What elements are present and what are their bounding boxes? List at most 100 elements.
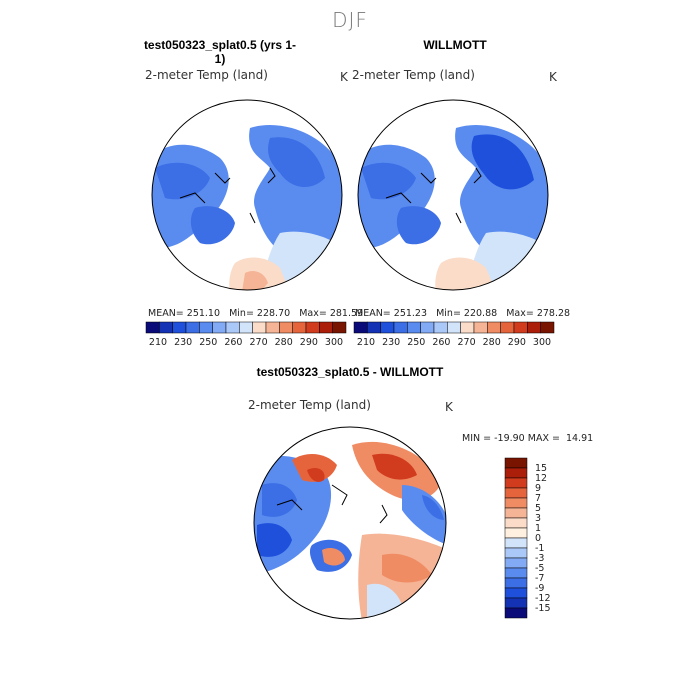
- colorbar-tick-label: 300: [533, 337, 551, 348]
- colorbar-swatch: [473, 321, 488, 334]
- colorbar-tick-label: 260: [224, 337, 242, 348]
- colorbar-tick-label: 15: [535, 463, 547, 474]
- panel-3-stats: MIN = -19.90 MAX = 14.91: [462, 433, 594, 444]
- colorbar-tick-label: 270: [250, 337, 268, 348]
- europe-warm-2: [242, 271, 268, 290]
- colorbar-tick-label: 0: [535, 533, 541, 544]
- figure-title: DJF: [332, 8, 368, 32]
- colorbar-swatch: [265, 321, 280, 334]
- colorbar-swatch: [239, 321, 253, 334]
- colorbar-tick-label: -9: [535, 583, 544, 594]
- colorbar-swatch: [513, 321, 528, 334]
- colorbar-swatch: [199, 321, 213, 334]
- colorbar-swatch: [460, 321, 475, 334]
- panel-3-title: test050323_splat0.5 - WILLMOTT: [256, 365, 444, 379]
- panel-3-variable-label: 2-meter Temp (land): [248, 398, 371, 412]
- colorbar-tick-label: 290: [508, 337, 526, 348]
- colorbar-swatch: [279, 321, 293, 334]
- colorbar-swatch: [380, 321, 395, 334]
- colorbar-swatch: [145, 321, 160, 334]
- colorbar-swatch: [504, 497, 528, 509]
- colorbar-tick-label: 5: [535, 503, 541, 514]
- panel-2-colorbar: 210 230 250 260 270 280 290 300: [353, 321, 555, 348]
- panel-3-map: [253, 426, 447, 620]
- colorbar-swatch: [504, 577, 528, 589]
- colorbar-swatch: [504, 517, 528, 529]
- colorbar-swatch: [504, 587, 528, 599]
- colorbar-swatch: [504, 467, 528, 479]
- panel-1-title: test050323_splat0.5 (yrs 1-1): [143, 38, 297, 66]
- panel-2-title: WILLMOTT: [423, 38, 487, 52]
- colorbar-tick-label: 250: [199, 337, 217, 348]
- colorbar-swatch: [319, 321, 333, 334]
- colorbar-swatch: [504, 607, 528, 619]
- colorbar-swatch: [504, 527, 528, 539]
- colorbar-swatch: [353, 321, 368, 334]
- colorbar-tick-label: 210: [357, 337, 375, 348]
- colorbar-swatch: [504, 487, 528, 499]
- colorbar-tick-label: -7: [535, 573, 544, 584]
- colorbar-swatch: [540, 321, 555, 334]
- panel-1-unit-label: K: [340, 70, 348, 84]
- canada-cold: [155, 162, 210, 200]
- colorbar-swatch: [185, 321, 200, 334]
- colorbar-swatch: [504, 457, 528, 469]
- colorbar-tick-label: 260: [432, 337, 450, 348]
- colorbar-tick-label: -1: [535, 543, 544, 554]
- colorbar-swatch: [527, 321, 541, 334]
- colorbar-swatch: [500, 321, 515, 334]
- colorbar-swatch: [447, 321, 461, 334]
- colorbar-swatch: [159, 321, 173, 334]
- panel-2-map: [357, 99, 549, 291]
- colorbar-swatch: [504, 507, 528, 519]
- colorbar-tick-label: 210: [149, 337, 167, 348]
- panel-1-colorbar: 210 230 250 260 270 280 290 300: [145, 321, 347, 348]
- panel-2-stats: MEAN= 251.23 Min= 220.88 Max= 278.28: [355, 308, 571, 319]
- colorbar-tick-label: 3: [535, 513, 541, 524]
- colorbar-swatch: [420, 321, 435, 334]
- colorbar-tick-label: 280: [275, 337, 293, 348]
- panel-2-variable-label: 2-meter Temp (land): [352, 68, 475, 82]
- colorbar-tick-label: 12: [535, 473, 547, 484]
- colorbar-tick-label: -12: [535, 593, 551, 604]
- colorbar-swatch: [433, 321, 448, 334]
- colorbar-swatch: [212, 321, 227, 334]
- panel-1-variable-label: 2-meter Temp (land): [145, 68, 268, 82]
- colorbar-swatch: [305, 321, 320, 334]
- panel-1-stats: MEAN= 251.10 Min= 228.70 Max= 281.59: [148, 308, 364, 319]
- colorbar-swatch: [504, 567, 528, 579]
- colorbar-tick-label: 7: [535, 493, 541, 504]
- colorbar-tick-label: 270: [458, 337, 476, 348]
- arctic-coast: [179, 167, 276, 224]
- colorbar-swatch: [504, 537, 528, 549]
- colorbar-tick-label: -3: [535, 553, 544, 564]
- colorbar-tick-label: -15: [535, 603, 551, 614]
- panel-1-map: [151, 99, 343, 291]
- panel-2-unit-label: K: [549, 70, 557, 84]
- colorbar-tick-label: 230: [174, 337, 192, 348]
- colorbar-swatch: [332, 321, 347, 334]
- colorbar-swatch: [487, 321, 501, 334]
- colorbar-swatch: [367, 321, 381, 334]
- colorbar-swatch: [504, 477, 528, 489]
- colorbar-tick-label: 250: [407, 337, 425, 348]
- colorbar-swatch: [252, 321, 267, 334]
- colorbar-tick-label: -5: [535, 563, 544, 574]
- colorbar-swatch: [225, 321, 240, 334]
- colorbar-swatch: [292, 321, 307, 334]
- panel-3-unit-label: K: [445, 400, 453, 414]
- colorbar-tick-label: 230: [382, 337, 400, 348]
- colorbar-tick-label: 300: [325, 337, 343, 348]
- colorbar-swatch: [393, 321, 408, 334]
- colorbar-swatch: [504, 557, 528, 569]
- colorbar-tick-label: 280: [483, 337, 501, 348]
- colorbar-swatch: [504, 597, 528, 609]
- siberia-cold-core: [268, 137, 325, 188]
- colorbar-tick-label: 290: [300, 337, 318, 348]
- colorbar-swatch: [172, 321, 187, 334]
- colorbar-swatch: [504, 547, 528, 559]
- colorbar-tick-label: 1: [535, 523, 541, 534]
- greenland: [190, 206, 235, 245]
- colorbar-tick-label: 9: [535, 483, 541, 494]
